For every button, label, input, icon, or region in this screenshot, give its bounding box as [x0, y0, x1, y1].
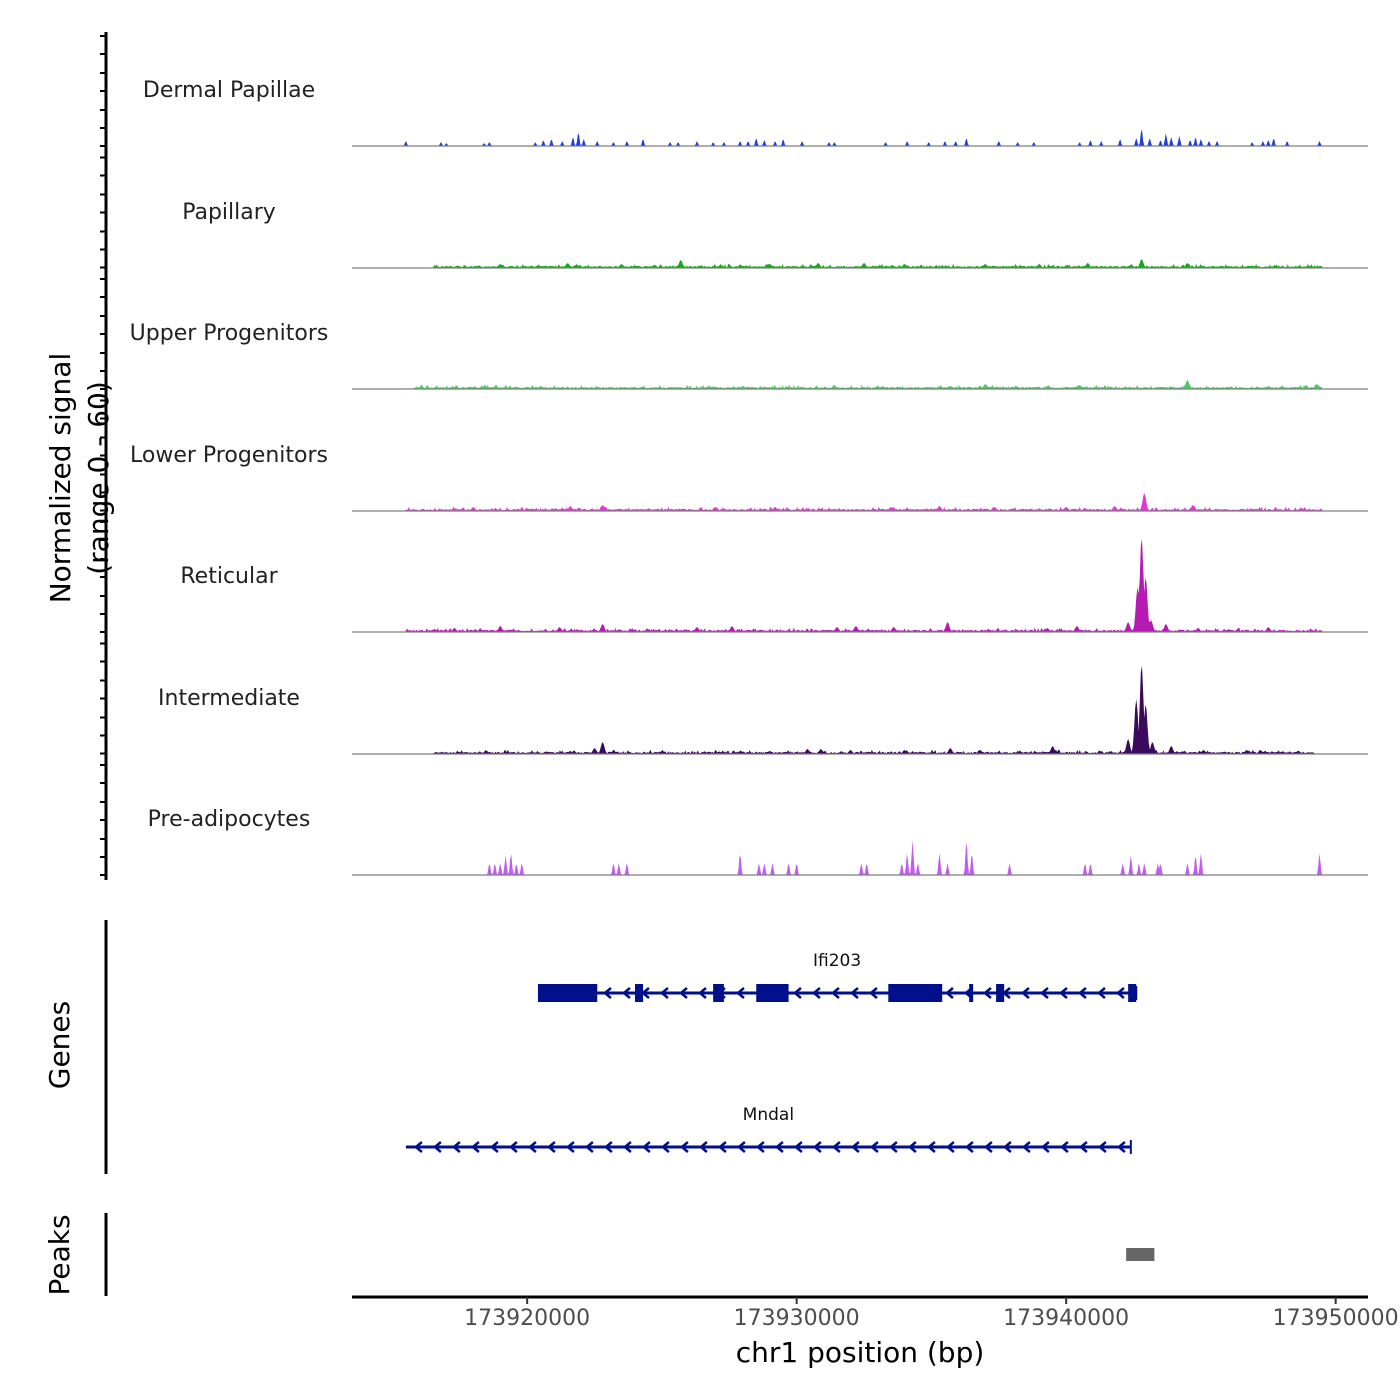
- gene-strand-arrow: [869, 1141, 879, 1153]
- gene-strand-arrow: [1059, 1141, 1069, 1153]
- gene-strand-arrow: [792, 987, 802, 999]
- gene-strand-arrow: [1020, 987, 1030, 999]
- gene-strand-arrow: [697, 987, 707, 999]
- gene-exon: [713, 984, 724, 1002]
- gene-strand-arrow: [945, 1141, 955, 1153]
- gene-strand-arrow: [413, 1141, 423, 1153]
- gene-strand-arrow: [812, 1141, 822, 1153]
- gene-strand-arrow: [1096, 987, 1106, 999]
- gene-strand-arrow: [660, 1141, 670, 1153]
- gene-strand-arrow: [1002, 1141, 1012, 1153]
- x-axis-title: chr1 position (bp): [735, 1336, 985, 1369]
- gene-strand-arrow: [926, 1141, 936, 1153]
- gene-strand-arrow: [849, 987, 859, 999]
- gene-strand-arrow: [811, 987, 821, 999]
- gene-exon: [756, 984, 789, 1002]
- gene-strand-arrow: [735, 987, 745, 999]
- gene-strand-arrow: [774, 1141, 784, 1153]
- y-axis-title-line1: Normalized signal: [44, 352, 77, 604]
- gene-strand-arrow: [698, 1141, 708, 1153]
- gene-name-label: Ifi203: [812, 951, 862, 971]
- gene-strand-arrow: [621, 987, 631, 999]
- gene-strand-arrow: [736, 1141, 746, 1153]
- signal-area-4: [352, 538, 1368, 632]
- track-label: Lower Progenitors: [130, 443, 328, 468]
- gene-strand-arrow: [659, 987, 669, 999]
- gene-strand-arrow: [527, 1141, 537, 1153]
- track-label: Dermal Papillae: [142, 78, 316, 103]
- signal-area-5: [352, 665, 1368, 754]
- signal-area-3: [352, 493, 1368, 511]
- gene-strand-arrow: [1097, 1141, 1107, 1153]
- peaks-axis-title: Peaks: [43, 1214, 76, 1296]
- gene-strand-arrow: [470, 1141, 480, 1153]
- gene-strand-arrow: [793, 1141, 803, 1153]
- gene-name-label: Mndal: [742, 1105, 795, 1125]
- track-label: Intermediate: [158, 686, 300, 711]
- gene-strand-arrow: [1115, 987, 1125, 999]
- gene-strand-arrow: [1058, 987, 1068, 999]
- peak-region: [1126, 1248, 1155, 1261]
- gene-exon: [537, 984, 598, 1002]
- x-tick-label: 173940000: [1003, 1306, 1130, 1331]
- gene-strand-arrow: [868, 987, 878, 999]
- track-label: Papillary: [182, 200, 276, 225]
- gene-strand-arrow: [850, 1141, 860, 1153]
- gene-strand-arrow: [830, 987, 840, 999]
- gene-strand-arrow: [622, 1141, 632, 1153]
- gene-strand-arrow: [1040, 1141, 1050, 1153]
- signal-area-2: [352, 380, 1368, 389]
- gene-strand-arrow: [1077, 987, 1087, 999]
- signal-area-6: [352, 840, 1368, 875]
- y-axis-title: Normalized signal (range 0 - 60): [42, 228, 118, 728]
- gene-strand-arrow: [717, 1141, 727, 1153]
- gene-strand-arrow: [907, 1141, 917, 1153]
- gene-exon: [634, 984, 644, 1002]
- gene-strand-arrow: [679, 1141, 689, 1153]
- gene-strand-arrow: [489, 1141, 499, 1153]
- gene-exon: [1128, 984, 1137, 1002]
- track-label: Pre-adipocytes: [147, 807, 311, 832]
- x-tick-label: 173950000: [1272, 1306, 1399, 1331]
- signal-area-1: [352, 259, 1368, 268]
- gene-strand-arrow: [546, 1141, 556, 1153]
- gene-strand-arrow: [432, 1141, 442, 1153]
- gene-strand-arrow: [1116, 1141, 1126, 1153]
- genes-axis-title: Genes: [43, 1000, 76, 1090]
- gene-exon: [969, 984, 974, 1002]
- gene-strand-arrow: [565, 1141, 575, 1153]
- x-tick-label: 173930000: [733, 1306, 860, 1331]
- gene-strand-arrow: [888, 1141, 898, 1153]
- gene-exon: [888, 984, 943, 1002]
- signal-area-0: [352, 129, 1368, 146]
- gene-strand-arrow: [1078, 1141, 1088, 1153]
- track-label: Reticular: [180, 564, 278, 589]
- y-axis-title-line2: (range 0 - 60): [82, 381, 115, 575]
- gene-strand-arrow: [755, 1141, 765, 1153]
- gene-strand-arrow: [1039, 987, 1049, 999]
- gene-strand-arrow: [1021, 1141, 1031, 1153]
- gene-strand-arrow: [584, 1141, 594, 1153]
- gene-strand-arrow: [641, 1141, 651, 1153]
- x-tick-label: 173920000: [464, 1306, 591, 1331]
- gene-strand-arrow: [603, 1141, 613, 1153]
- gene-strand-arrow: [678, 987, 688, 999]
- gene-strand-arrow: [964, 1141, 974, 1153]
- gene-strand-arrow: [451, 1141, 461, 1153]
- gene-strand-arrow: [983, 1141, 993, 1153]
- track-label: Upper Progenitors: [129, 321, 329, 346]
- gene-strand-arrow: [508, 1141, 518, 1153]
- gene-exon: [996, 984, 1005, 1002]
- gene-strand-arrow: [831, 1141, 841, 1153]
- gene-strand-arrow: [602, 987, 612, 999]
- gene-strand-arrow: [944, 987, 954, 999]
- gene-strand-arrow: [982, 987, 992, 999]
